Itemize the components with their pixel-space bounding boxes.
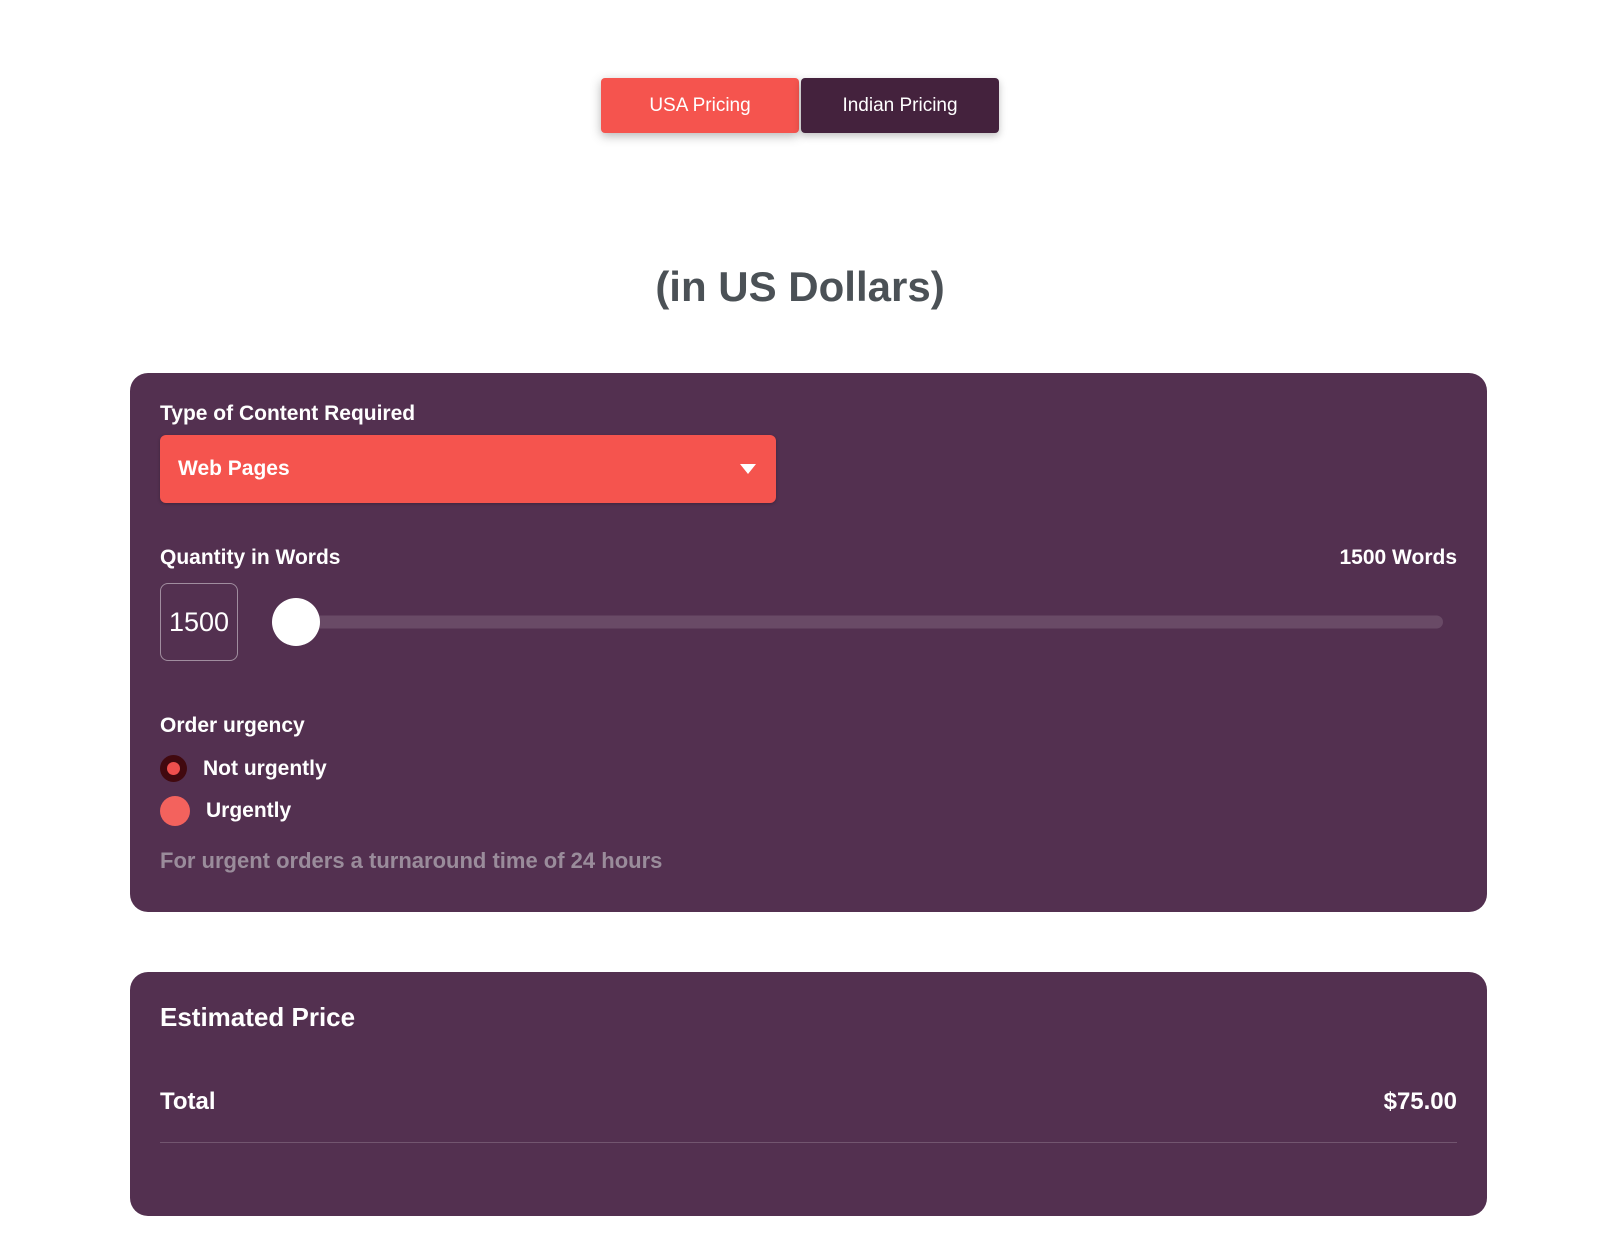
pricing-tabs: USA Pricing Indian Pricing: [0, 0, 1600, 133]
pricing-form-card: Type of Content Required Web Pages Quant…: [130, 373, 1487, 912]
quantity-label: Quantity in Words: [160, 546, 341, 569]
total-value: $75.00: [1383, 1088, 1457, 1115]
slider-track[interactable]: [272, 615, 1443, 629]
slider-handle[interactable]: [272, 598, 320, 646]
content-type-label: Type of Content Required: [160, 402, 416, 425]
radio-unselected-icon[interactable]: [160, 796, 190, 826]
radio-selected-dot: [167, 762, 180, 775]
estimated-price-heading: Estimated Price: [160, 1002, 356, 1032]
radio-option-urgently[interactable]: Urgently: [160, 796, 1457, 826]
tab-indian-pricing[interactable]: Indian Pricing: [801, 78, 999, 133]
tab-indian-pricing-label: Indian Pricing: [842, 94, 958, 116]
quantity-slider[interactable]: [272, 598, 1457, 646]
radio-option-not-urgently-label: Not urgently: [203, 756, 327, 780]
quantity-input[interactable]: [160, 583, 238, 661]
page-title: (in US Dollars): [655, 263, 945, 310]
total-row: Total $75.00: [160, 1088, 1457, 1116]
radio-option-urgently-label: Urgently: [206, 799, 292, 822]
price-divider: [160, 1142, 1457, 1143]
total-label: Total: [160, 1088, 216, 1115]
order-urgency-label: Order urgency: [160, 714, 305, 737]
content-type-selected-value: Web Pages: [178, 457, 290, 480]
radio-selected-icon[interactable]: [160, 755, 187, 782]
tab-usa-pricing[interactable]: USA Pricing: [601, 78, 799, 133]
urgency-note: For urgent orders a turnaround time of 2…: [160, 848, 663, 873]
tab-usa-pricing-label: USA Pricing: [649, 94, 751, 116]
radio-option-not-urgently[interactable]: Not urgently: [160, 755, 1457, 782]
quantity-header-row: Quantity in Words 1500 Words: [160, 545, 1457, 571]
quantity-words-readout: 1500 Words: [1339, 546, 1458, 569]
chevron-down-icon: [740, 464, 756, 474]
quantity-controls-row: [160, 583, 1457, 661]
content-type-dropdown[interactable]: Web Pages: [160, 435, 776, 503]
estimated-price-card: Estimated Price Total $75.00: [130, 972, 1487, 1216]
